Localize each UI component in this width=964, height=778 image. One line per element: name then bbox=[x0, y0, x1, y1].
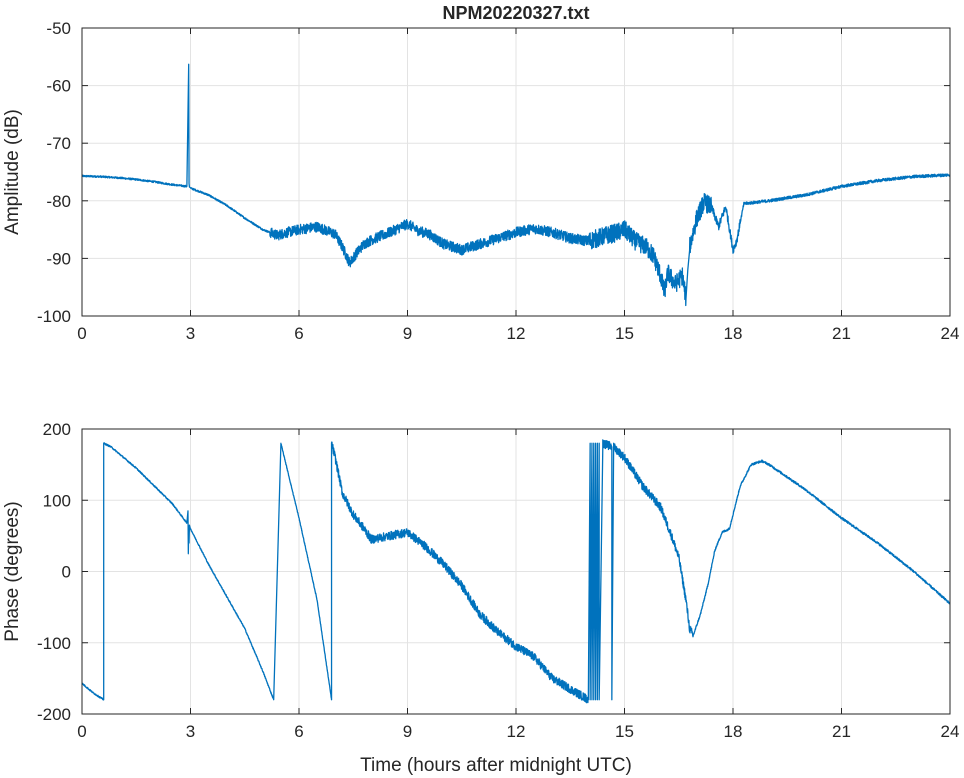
phase-y-tick-label: -200 bbox=[37, 705, 71, 724]
phase-x-tick-label: 0 bbox=[77, 722, 86, 741]
phase-axes: 0 3 6 9 12 15 18 21 24 -200 -100 0 100 200 Phase (degr… bbox=[2, 420, 959, 741]
amplitude-series-line bbox=[82, 63, 950, 307]
amplitude-y-tick-label: -50 bbox=[46, 19, 71, 38]
amplitude-y-tick-label: -80 bbox=[46, 192, 71, 211]
amplitude-y-tick-label: -100 bbox=[37, 307, 71, 326]
amplitude-x-tick-label: 15 bbox=[615, 324, 634, 343]
amplitude-x-tick-label: 6 bbox=[294, 324, 303, 343]
amplitude-x-tick-label: 18 bbox=[724, 324, 743, 343]
phase-x-tick-label: 21 bbox=[832, 722, 851, 741]
amplitude-x-tick-label: 0 bbox=[77, 324, 86, 343]
phase-x-tick-label: 24 bbox=[941, 722, 960, 741]
amplitude-y-axis-label: Amplitude (dB) bbox=[2, 109, 23, 235]
phase-y-tick-label: 100 bbox=[43, 491, 71, 510]
amplitude-x-tick-label: 3 bbox=[186, 324, 195, 343]
phase-y-tick-label: -100 bbox=[37, 634, 71, 653]
amplitude-x-tick-label: 12 bbox=[507, 324, 526, 343]
amplitude-axes: 0 3 6 9 12 15 18 21 24 -100 -90 -80 -70 -60 -50 Amplitu… bbox=[2, 19, 959, 343]
phase-x-tick-label: 9 bbox=[403, 722, 412, 741]
phase-series-line bbox=[82, 439, 950, 704]
phase-x-tick-label: 18 bbox=[724, 722, 743, 741]
amplitude-y-tick-label: -60 bbox=[46, 77, 71, 96]
amplitude-x-tick-label: 21 bbox=[832, 324, 851, 343]
phase-x-tick-label: 12 bbox=[507, 722, 526, 741]
phase-x-tick-label: 3 bbox=[186, 722, 195, 741]
phase-y-tick-label: 200 bbox=[43, 420, 71, 439]
x-axis-label: Time (hours after midnight UTC) bbox=[360, 755, 632, 776]
amplitude-y-tick-label: -70 bbox=[46, 134, 71, 153]
phase-x-tick-label: 6 bbox=[294, 722, 303, 741]
phase-y-axis-label: Phase (degrees) bbox=[2, 501, 23, 641]
amplitude-x-tick-label: 9 bbox=[403, 324, 412, 343]
amplitude-x-tick-label: 24 bbox=[941, 324, 960, 343]
phase-y-tick-label: 0 bbox=[62, 563, 71, 582]
chart-title: NPM20220327.txt bbox=[442, 3, 589, 23]
amplitude-y-tick-label: -90 bbox=[46, 249, 71, 268]
phase-x-tick-label: 15 bbox=[615, 722, 634, 741]
